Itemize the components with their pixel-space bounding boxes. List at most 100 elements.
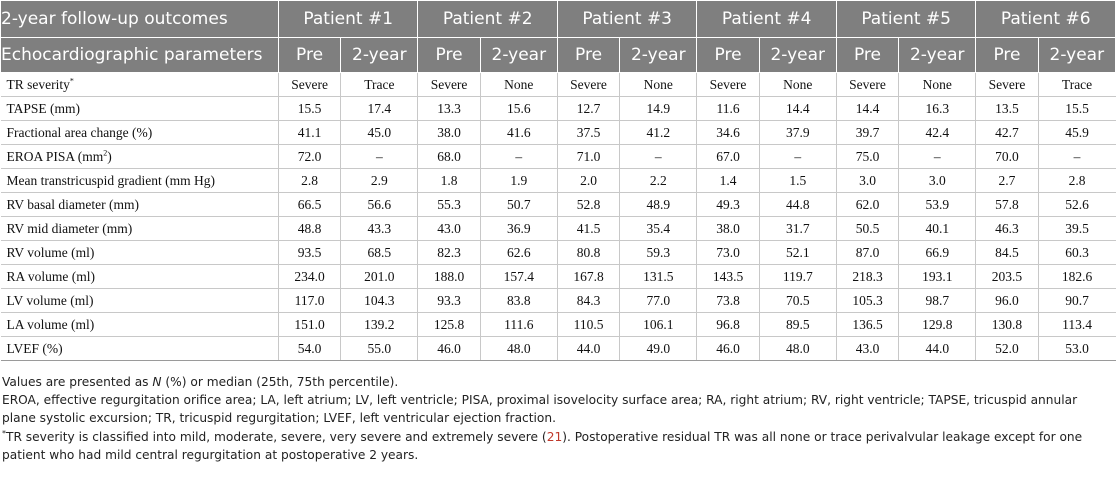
table-cell: 98.7 xyxy=(898,288,976,313)
table-cell: 136.5 xyxy=(835,312,899,337)
table-cell: 11.6 xyxy=(696,96,760,121)
table-cell: 46.3 xyxy=(975,216,1039,241)
table-cell: 37.9 xyxy=(758,120,837,145)
row-label-text: RV volume (ml) xyxy=(6,244,95,260)
table-cell: 15.5 xyxy=(277,96,341,121)
table-cell: 3.0 xyxy=(835,168,899,193)
table-cell: 52.6 xyxy=(1037,192,1116,217)
table-cell: 83.8 xyxy=(479,288,558,313)
table-cell: 89.5 xyxy=(758,312,837,337)
table-cell: 73.8 xyxy=(696,288,760,313)
table-cell: 218.3 xyxy=(835,264,899,289)
table-cell: 3.0 xyxy=(898,168,976,193)
table-cell: 14.9 xyxy=(619,96,697,121)
table-cell: 75.0 xyxy=(835,144,899,169)
table-cell: None xyxy=(898,72,976,97)
table-cell: Trace xyxy=(1037,72,1116,97)
table-cell: 41.5 xyxy=(556,216,620,241)
footnote-text: ). Postoperative residual TR was all non… xyxy=(2,429,1083,462)
table-cell: – xyxy=(1037,144,1116,169)
table-cell: 167.8 xyxy=(556,264,620,289)
notes-text: Values are presented as xyxy=(2,375,153,389)
patient-6-header: Patient #6 xyxy=(975,0,1116,38)
table-cell: 49.0 xyxy=(619,336,697,361)
row-label-text: LA volume (ml) xyxy=(6,316,95,332)
table-cell: 201.0 xyxy=(340,264,418,289)
table-cell: 35.4 xyxy=(619,216,697,241)
table-row: RV basal diameter (mm) 66.5 56.6 55.3 50.7 52… xyxy=(0,192,1116,217)
table-cell: 2.7 xyxy=(975,168,1039,193)
table-cell: 46.0 xyxy=(696,336,760,361)
table-subtitle: Echocardiographic parameters xyxy=(0,37,279,73)
table-cell: 87.0 xyxy=(835,240,899,265)
table-cell: 57.8 xyxy=(975,192,1039,217)
table-cell: 1.5 xyxy=(758,168,837,193)
header-row-patients: 2-year follow-up outcomes Patient #1 Pat… xyxy=(0,0,1116,38)
table-cell: None xyxy=(619,72,697,97)
table-cell: 96.8 xyxy=(696,312,760,337)
table-cell: 119.7 xyxy=(758,264,837,289)
table-cell: 53.0 xyxy=(1037,336,1116,361)
row-label: RV mid diameter (mm) xyxy=(0,216,279,241)
table-cell: Severe xyxy=(835,72,899,97)
pre-header: Pre xyxy=(417,37,481,73)
table-cell: Severe xyxy=(975,72,1039,97)
table-cell: 52.1 xyxy=(758,240,837,265)
table-notes: Values are presented as N (%) or median … xyxy=(0,373,1112,464)
table-cell: 96.0 xyxy=(975,288,1039,313)
table-cell: 68.0 xyxy=(417,144,481,169)
row-label: Mean transtricuspid gradient (mm Hg) xyxy=(0,168,279,193)
pre-header: Pre xyxy=(277,37,342,73)
table-cell: 193.1 xyxy=(898,264,976,289)
row-label-text: EROA PISA (mm xyxy=(6,148,104,164)
table-cell: 45.0 xyxy=(340,120,418,145)
table-cell: 93.5 xyxy=(277,240,341,265)
table-row: EROA PISA (mm2) 72.0–68.0–71.0–67.0–75.0–… xyxy=(0,144,1116,169)
row-label: Fractional area change (%) xyxy=(0,120,279,145)
table-cell: 104.3 xyxy=(340,288,418,313)
table-cell: 62.6 xyxy=(479,240,558,265)
table-cell: 1.8 xyxy=(417,168,481,193)
row-label-text: LV volume (ml) xyxy=(6,292,94,308)
table-cell: 49.3 xyxy=(696,192,760,217)
notes-abbreviations: EROA, effective regurgitation orifice ar… xyxy=(2,393,1078,426)
table-cell: 182.6 xyxy=(1037,264,1116,289)
table-cell: 2.8 xyxy=(277,168,341,193)
post-header: 2-year xyxy=(340,37,419,73)
table-cell: 45.9 xyxy=(1037,120,1116,145)
table-cell: 66.9 xyxy=(898,240,976,265)
table-cell: 48.9 xyxy=(619,192,697,217)
table-cell: 52.0 xyxy=(975,336,1039,361)
post-header: 2-year xyxy=(619,37,698,73)
footnote-text: TR severity is classified into mild, mod… xyxy=(6,429,547,444)
row-label-text: RA volume (ml) xyxy=(6,268,96,284)
pre-header: Pre xyxy=(975,37,1039,73)
table-cell: 80.8 xyxy=(556,240,620,265)
table-cell: 40.1 xyxy=(898,216,976,241)
table-cell: Severe xyxy=(696,72,760,97)
table-cell: 13.5 xyxy=(975,96,1039,121)
row-label-text: ) xyxy=(107,148,112,164)
table-cell: 48.0 xyxy=(479,336,558,361)
table-cell: 55.3 xyxy=(417,192,481,217)
header-row-timepoints: Echocardiographic parameters Pre 2-year … xyxy=(0,37,1116,73)
table-cell: 31.7 xyxy=(758,216,837,241)
table-cell: 38.0 xyxy=(696,216,760,241)
patient-5-header: Patient #5 xyxy=(835,0,977,38)
reference-link[interactable]: 21 xyxy=(546,429,563,444)
row-label: TR severity* xyxy=(0,72,279,97)
table-cell: 72.0 xyxy=(277,144,341,169)
table-cell: 14.4 xyxy=(835,96,899,121)
table-cell: 1.4 xyxy=(696,168,760,193)
table-row: RA volume (ml) 234.0 201.0 188.0 157.4 167.8 1… xyxy=(0,264,1116,289)
post-header: 2-year xyxy=(898,37,977,73)
pre-header: Pre xyxy=(835,37,900,73)
table-row: Mean transtricuspid gradient (mm Hg) 2.8 2… xyxy=(0,168,1116,193)
table-cell: 13.3 xyxy=(417,96,481,121)
table-cell: 1.9 xyxy=(479,168,558,193)
table-cell: 52.8 xyxy=(556,192,620,217)
table-cell: 17.4 xyxy=(340,96,418,121)
row-label-text: RV basal diameter (mm) xyxy=(6,196,140,212)
table-cell: 46.0 xyxy=(417,336,481,361)
table-cell: Severe xyxy=(417,72,481,97)
